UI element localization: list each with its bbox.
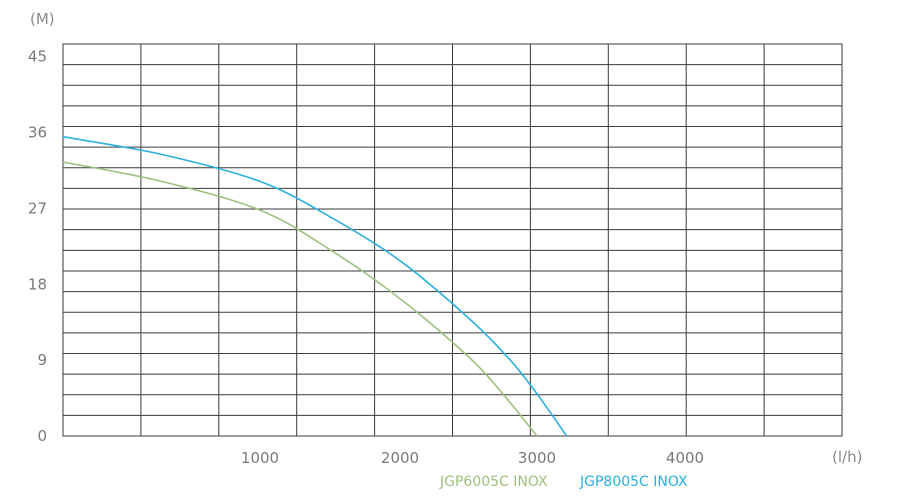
legend-entry-1: JGP6005C INOX [439, 474, 548, 490]
y-axis-unit-label: (M) [30, 10, 55, 28]
y-tick-label: 36 [28, 124, 47, 142]
x-axis-unit-label: (l/h) [832, 448, 862, 466]
chart-grid [62, 43, 843, 437]
legend-entry-2: JGP8005C INOX [579, 474, 688, 490]
x-axis-ticks: 1000 2000 3000 4000 [241, 449, 704, 467]
series-line-1 [62, 161, 538, 437]
y-tick-label: 9 [37, 351, 47, 369]
y-tick-label: 27 [28, 199, 47, 217]
x-tick-label: 4000 [666, 449, 704, 467]
y-tick-label: 18 [28, 275, 47, 293]
chart-legend: JGP6005C INOX JGP8005C INOX [439, 474, 688, 490]
x-tick-label: 2000 [381, 449, 419, 467]
x-tick-label: 3000 [518, 449, 556, 467]
y-tick-label: 45 [28, 48, 47, 66]
chart-curves [62, 135, 568, 437]
y-tick-label: 0 [37, 427, 47, 445]
series-line-2 [62, 135, 568, 437]
x-tick-label: 1000 [241, 449, 279, 467]
y-axis-ticks: 0 9 18 27 36 45 [28, 48, 47, 445]
